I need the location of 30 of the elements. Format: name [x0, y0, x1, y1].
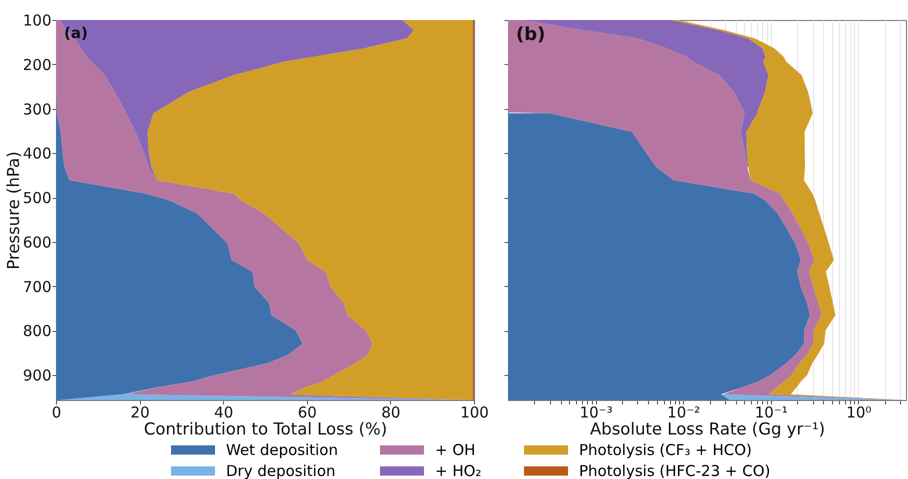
x-tick-label: 80: [381, 404, 400, 422]
chart-title: (a): [64, 24, 88, 42]
legend-label: Wet deposition: [226, 441, 338, 459]
x-tick-label: 10⁰: [846, 404, 872, 422]
y-tick-label: 300: [22, 100, 52, 118]
y-tick-label: 600: [22, 233, 52, 252]
y-tick-label: 200: [22, 56, 52, 74]
x-axis-title: Contribution to Total Loss (%): [144, 420, 388, 438]
x-tick-label: 60: [298, 404, 317, 422]
legend-label: Photolysis (HFC-23 + CO): [579, 462, 770, 479]
x-tick-label: 0: [52, 404, 62, 422]
x-tick-label: 10⁻¹: [754, 404, 788, 422]
x-tick-label: 10⁻²: [667, 404, 700, 422]
y-tick-label: 100: [22, 12, 52, 30]
legend-label: + HO₂: [435, 462, 482, 479]
y-tick-label: 800: [22, 322, 52, 340]
y-tick-label: 500: [22, 189, 52, 208]
y-axis-title: Pressure (hPa): [4, 151, 23, 270]
legend-label: Photolysis (CF₃ + HCO): [579, 441, 752, 459]
x-tick-label: 100: [460, 404, 489, 422]
x-axis-title: Absolute Loss Rate (Gg yr⁻¹): [590, 420, 826, 438]
chart-title: (b): [516, 24, 546, 45]
legend-label: Dry deposition: [226, 462, 336, 479]
y-tick-label: 900: [22, 366, 52, 385]
x-tick-label: 20: [130, 404, 150, 422]
y-tick-label: 700: [22, 278, 52, 296]
x-tick-label: 10⁻³: [580, 404, 613, 422]
x-tick-label: 40: [214, 404, 234, 422]
legend-label: + OH: [435, 441, 476, 459]
y-tick-label: 400: [22, 144, 52, 163]
